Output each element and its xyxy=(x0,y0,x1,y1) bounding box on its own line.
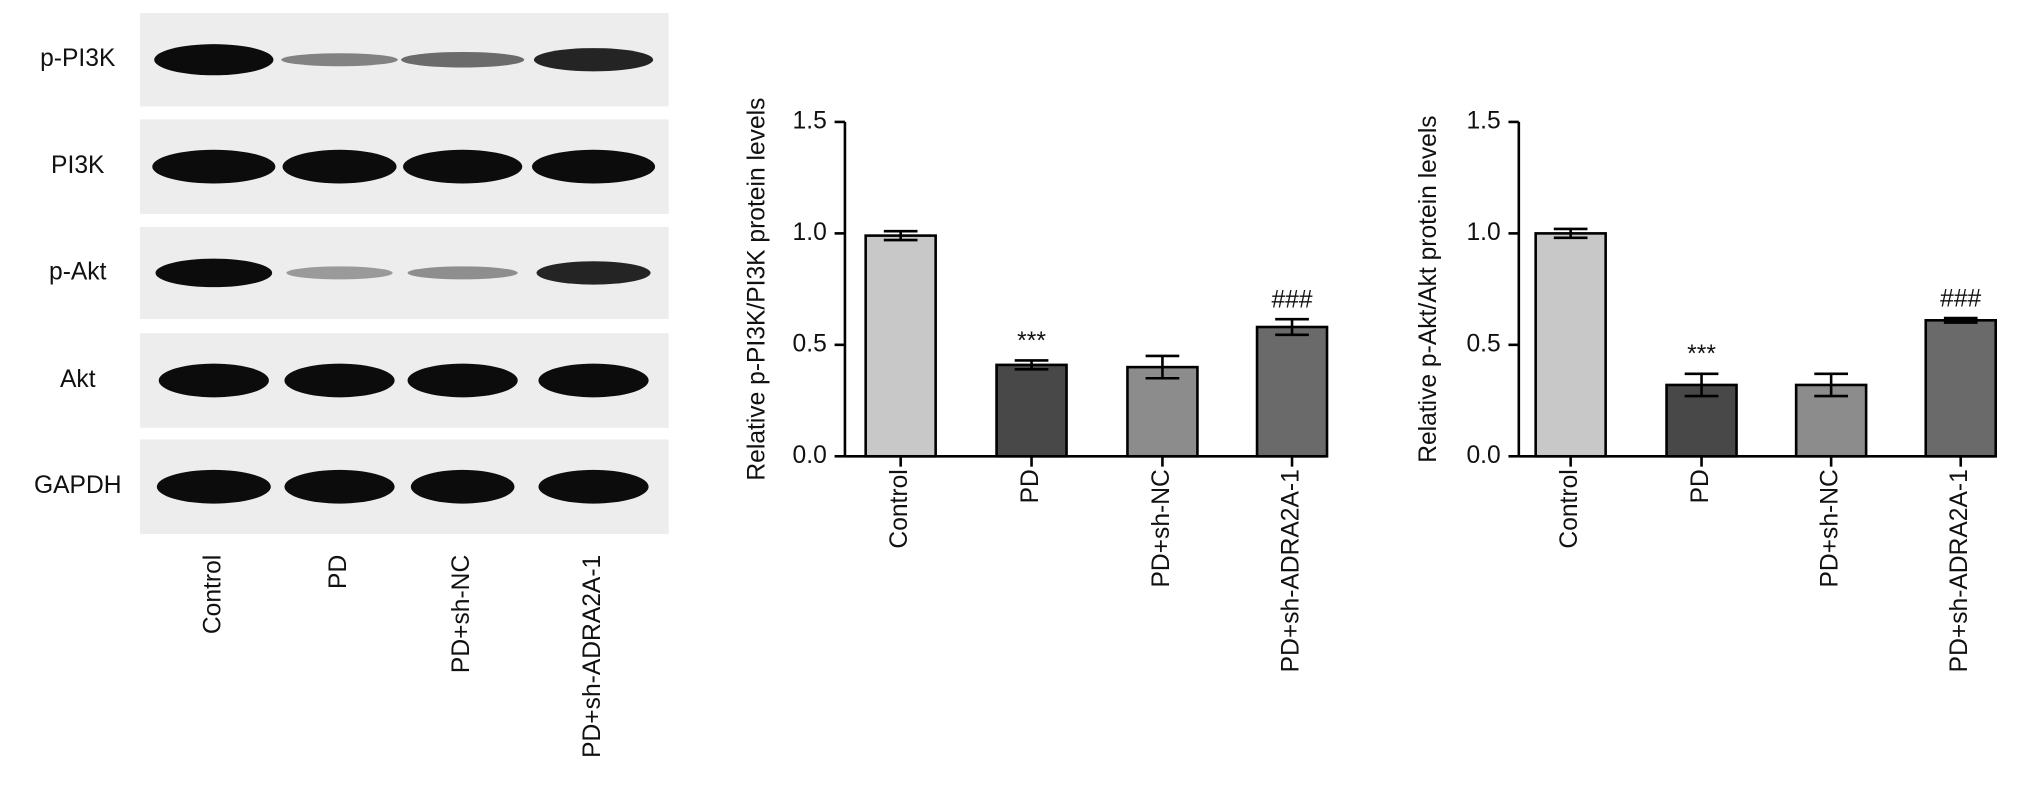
blot-band xyxy=(538,363,649,398)
y-axis-title: Relative p-Akt/Akt protein levels xyxy=(1415,115,1442,462)
y-tick-label: 1.5 xyxy=(1466,107,1500,134)
blot-band xyxy=(531,149,656,184)
blot-row-label: p-PI3K xyxy=(40,45,116,72)
error-bar xyxy=(1943,316,1978,324)
y-tick-label: 1.0 xyxy=(793,219,827,246)
blot-band xyxy=(156,469,271,504)
x-tick-label: PD xyxy=(1687,469,1714,503)
x-tick-label: Control xyxy=(886,469,913,548)
significance-label: ### xyxy=(1271,287,1312,314)
blot-lane-label: PD+sh-NC xyxy=(448,555,475,673)
significance-label: ### xyxy=(1940,285,1981,312)
y-tick-label: 0.5 xyxy=(793,330,827,357)
y-tick-label: 0.5 xyxy=(1466,330,1500,357)
y-tick-label: 1.0 xyxy=(1466,219,1500,246)
error-bar xyxy=(1814,372,1848,398)
bar xyxy=(995,363,1068,458)
blot-band xyxy=(407,363,518,398)
blot-band xyxy=(536,261,651,285)
error-bar xyxy=(1553,227,1588,240)
blot-band xyxy=(284,469,395,504)
bar xyxy=(1534,232,1607,458)
bar xyxy=(1126,365,1199,458)
blot-band xyxy=(538,469,649,504)
blot-lane-label: Control xyxy=(199,555,226,634)
x-tick-label: PD xyxy=(1017,469,1044,503)
error-bar xyxy=(1145,354,1180,380)
blot-row-label: GAPDH xyxy=(34,472,122,499)
bar xyxy=(864,234,937,458)
y-tick-label: 0.0 xyxy=(793,442,827,469)
y-axis-title: Relative p-PI3K/PI3K protein levels xyxy=(744,98,771,481)
x-tick-label: PD+sh-ADRA2A-1 xyxy=(1946,469,1973,672)
blot-band xyxy=(284,363,395,398)
blot-band xyxy=(401,51,525,68)
blot-band xyxy=(152,149,276,184)
blot-band xyxy=(282,149,397,184)
blot-row-label: p-Akt xyxy=(49,258,107,285)
blot-band xyxy=(407,266,518,280)
blot-band xyxy=(281,53,398,67)
blot-band xyxy=(410,469,515,504)
significance-label: *** xyxy=(1017,328,1046,355)
blot-row-label: PI3K xyxy=(51,152,105,179)
error-bar xyxy=(883,229,918,242)
error-bar xyxy=(1014,359,1049,371)
error-bar xyxy=(1275,317,1309,337)
blot-band xyxy=(155,258,273,288)
bar xyxy=(1255,325,1329,458)
blot-band xyxy=(533,48,654,72)
blot-band xyxy=(158,363,269,398)
x-tick-label: PD+sh-NC xyxy=(1148,469,1175,587)
x-tick-label: Control xyxy=(1556,469,1583,548)
bar xyxy=(1924,319,1998,458)
significance-label: *** xyxy=(1687,341,1716,368)
blot-band xyxy=(286,266,393,280)
error-bar xyxy=(1684,372,1719,398)
blot-band xyxy=(403,149,523,184)
x-tick-label: PD+sh-ADRA2A-1 xyxy=(1278,469,1305,672)
blot-row-label: Akt xyxy=(60,366,96,393)
y-tick-label: 1.5 xyxy=(793,107,827,134)
blot-band xyxy=(154,44,274,76)
x-tick-label: PD+sh-NC xyxy=(1817,469,1844,587)
blot-lane-label: PD xyxy=(325,555,352,589)
y-tick-label: 0.0 xyxy=(1466,442,1500,469)
blot-lane-label: PD+sh-ADRA2A-1 xyxy=(579,555,606,758)
